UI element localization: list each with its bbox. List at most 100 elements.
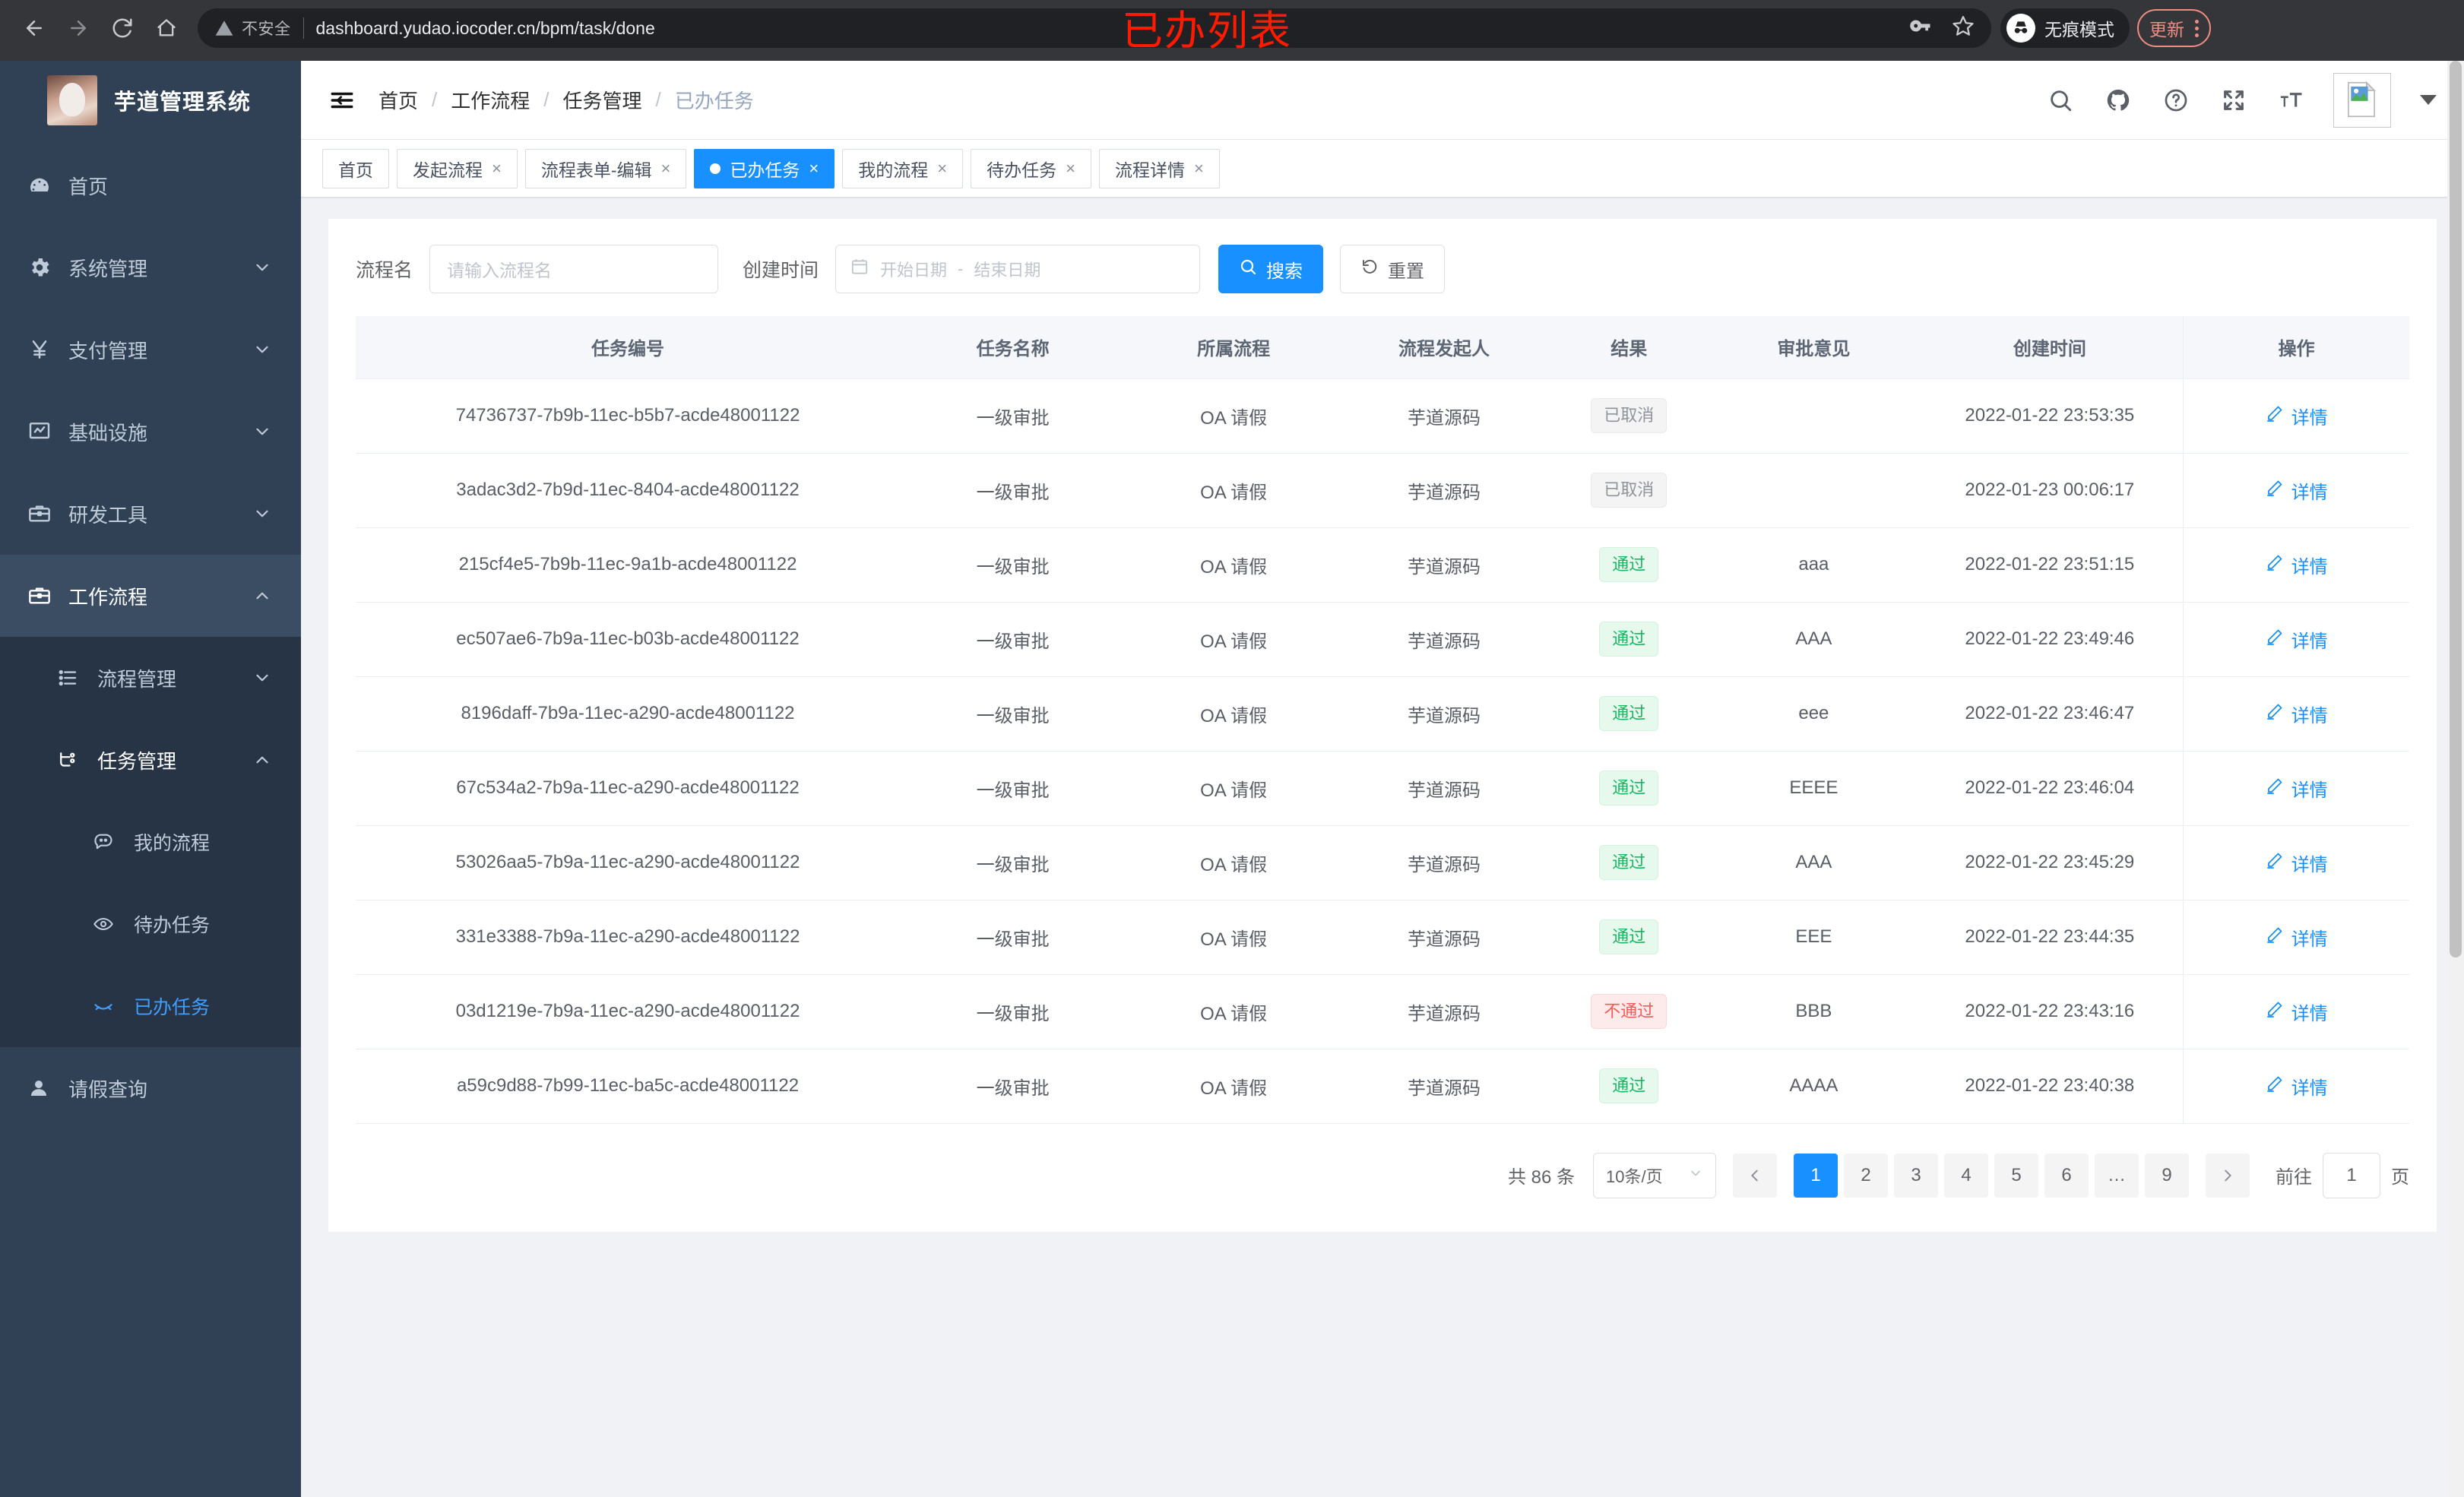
hamburger-icon[interactable] bbox=[325, 84, 359, 117]
topbar-actions bbox=[2044, 72, 2437, 128]
sidebar-item-task-management[interactable]: 任务管理 bbox=[0, 719, 301, 801]
tab-home[interactable]: 首页 bbox=[322, 148, 389, 188]
sidebar-item-process-management[interactable]: 流程管理 bbox=[0, 637, 301, 719]
cell-created-time: 2022-01-22 23:49:46 bbox=[1916, 602, 2184, 677]
table-body: 74736737-7b9b-11ec-b5b7-acde48001122 一级审批… bbox=[356, 378, 2409, 1124]
sidebar-item-workflow[interactable]: 工作流程 bbox=[0, 555, 301, 637]
detail-link[interactable]: 详情 bbox=[2266, 924, 2328, 951]
page-ellipsis[interactable]: … bbox=[2095, 1153, 2139, 1198]
kebab-menu-icon[interactable] bbox=[2195, 19, 2199, 37]
tab-label: 流程表单-编辑 bbox=[540, 160, 652, 180]
cell-initiator: 芋道源码 bbox=[1341, 825, 1547, 900]
tab-close-icon[interactable]: × bbox=[1193, 158, 1204, 178]
reload-icon[interactable] bbox=[102, 8, 143, 49]
sidebar-item-leave-query[interactable]: 请假查询 bbox=[0, 1047, 301, 1129]
page-number-button[interactable]: 3 bbox=[1894, 1153, 1938, 1198]
tab-process-detail[interactable]: 流程详情 × bbox=[1098, 148, 1220, 188]
incognito-indicator[interactable]: 无痕模式 bbox=[2000, 8, 2130, 48]
breadcrumb-item-1[interactable]: 工作流程 bbox=[451, 90, 530, 112]
page-number-button[interactable]: 1 bbox=[1794, 1153, 1838, 1198]
forward-icon[interactable] bbox=[58, 8, 99, 49]
brand-avatar-icon bbox=[47, 75, 97, 125]
sidebar-item-todo-task[interactable]: 待办任务 bbox=[0, 883, 301, 965]
page-number-button[interactable]: 5 bbox=[1994, 1153, 2038, 1198]
avatar[interactable] bbox=[2333, 72, 2391, 128]
tab-start-process[interactable]: 发起流程 × bbox=[397, 148, 518, 188]
sidebar-item-label: 已办任务 bbox=[134, 997, 211, 1018]
sidebar-item-my-process[interactable]: 我的流程 bbox=[0, 801, 301, 883]
sidebar-item-label: 待办任务 bbox=[134, 915, 211, 936]
list-icon bbox=[56, 666, 97, 689]
table-row: 3adac3d2-7b9d-11ec-8404-acde48001122 一级审批… bbox=[356, 453, 2409, 528]
tab-close-icon[interactable]: × bbox=[660, 158, 671, 178]
reset-button[interactable]: 重置 bbox=[1340, 245, 1446, 293]
tab-process-form-edit[interactable]: 流程表单-编辑 × bbox=[524, 148, 687, 188]
sidebar-item-payment[interactable]: 支付管理 bbox=[0, 309, 301, 391]
breadcrumb-item-0[interactable]: 首页 bbox=[378, 90, 419, 112]
detail-link[interactable]: 详情 bbox=[2266, 477, 2328, 504]
cell-result: 已取消 bbox=[1547, 378, 1712, 454]
start-date-placeholder: 开始日期 bbox=[880, 261, 948, 280]
fullscreen-icon[interactable] bbox=[2218, 84, 2250, 116]
detail-link[interactable]: 详情 bbox=[2266, 403, 2328, 429]
chevron-down-icon bbox=[252, 340, 272, 359]
tab-close-icon[interactable]: × bbox=[937, 158, 948, 178]
sidebar-logo[interactable]: 芋道管理系统 bbox=[0, 61, 301, 140]
page-size-select[interactable]: 10条/页 bbox=[1593, 1152, 1716, 1198]
back-icon[interactable] bbox=[14, 8, 55, 49]
sidebar-item-home[interactable]: 首页 bbox=[0, 144, 301, 226]
search-button[interactable]: 搜索 bbox=[1218, 245, 1324, 293]
jump-page-input[interactable]: 1 bbox=[2323, 1152, 2380, 1198]
next-page-button[interactable] bbox=[2206, 1153, 2250, 1198]
help-icon[interactable] bbox=[2160, 84, 2192, 116]
page-number-button[interactable]: 6 bbox=[2044, 1153, 2089, 1198]
tab-close-icon[interactable]: × bbox=[1066, 158, 1075, 178]
sidebar-item-devtools[interactable]: 研发工具 bbox=[0, 473, 301, 555]
cell-operation: 详情 bbox=[2183, 527, 2409, 603]
page-number-button[interactable]: 2 bbox=[1844, 1153, 1888, 1198]
address-bar[interactable]: 不安全 dashboard.yudao.iocoder.cn/bpm/task/… bbox=[198, 8, 1991, 48]
update-button[interactable]: 更新 bbox=[2137, 9, 2211, 47]
detail-link[interactable]: 详情 bbox=[2266, 552, 2328, 578]
detail-link[interactable]: 详情 bbox=[2266, 999, 2328, 1025]
breadcrumb-item-2[interactable]: 任务管理 bbox=[562, 90, 642, 112]
cell-process: OA 请假 bbox=[1126, 974, 1341, 1049]
home-icon[interactable] bbox=[146, 8, 187, 49]
key-icon[interactable] bbox=[1909, 14, 1932, 42]
detail-link[interactable]: 详情 bbox=[2266, 775, 2328, 802]
status-badge: 通过 bbox=[1599, 1068, 1659, 1103]
table-row: 215cf4e5-7b9b-11ec-9a1b-acde48001122 一级审批… bbox=[356, 527, 2409, 603]
detail-link[interactable]: 详情 bbox=[2266, 850, 2328, 876]
process-name-input[interactable]: 请输入流程名 bbox=[429, 245, 719, 293]
tab-close-icon[interactable]: × bbox=[492, 158, 502, 178]
detail-link[interactable]: 详情 bbox=[2266, 1073, 2328, 1100]
page-number-button[interactable]: 9 bbox=[2145, 1153, 2189, 1198]
sidebar-item-system[interactable]: 系统管理 bbox=[0, 226, 301, 309]
detail-link[interactable]: 详情 bbox=[2266, 701, 2328, 727]
cell-created-time: 2022-01-22 23:43:16 bbox=[1916, 974, 2184, 1049]
create-time-range-picker[interactable]: 开始日期 - 结束日期 bbox=[835, 245, 1201, 293]
sidebar-item-infrastructure[interactable]: 基础设施 bbox=[0, 391, 301, 473]
font-size-icon[interactable] bbox=[2276, 84, 2307, 116]
table-row: 53026aa5-7b9a-11ec-a290-acde48001122 一级审批… bbox=[356, 825, 2409, 900]
scrollbar-thumb[interactable] bbox=[2450, 61, 2462, 957]
tab-close-icon[interactable]: × bbox=[809, 158, 819, 178]
edit-icon bbox=[2266, 851, 2284, 875]
filter-bar: 流程名 请输入流程名 创建时间 开始日期 - 结束日期 bbox=[356, 245, 2409, 316]
tab-todo-task[interactable]: 待办任务 × bbox=[971, 148, 1091, 188]
page-scrollbar[interactable] bbox=[2447, 61, 2464, 1497]
cell-task-name: 一级审批 bbox=[900, 751, 1126, 826]
prev-page-button[interactable] bbox=[1733, 1153, 1777, 1198]
search-icon[interactable] bbox=[2044, 84, 2076, 116]
cell-process: OA 请假 bbox=[1126, 676, 1341, 752]
sidebar-item-done-task[interactable]: 已办任务 bbox=[0, 965, 301, 1047]
chevron-down-icon[interactable] bbox=[2420, 95, 2437, 105]
page-number-button[interactable]: 4 bbox=[1944, 1153, 1988, 1198]
tab-my-process[interactable]: 我的流程 × bbox=[842, 148, 964, 188]
bookmark-star-icon[interactable] bbox=[1952, 14, 1975, 42]
tab-done-task[interactable]: 已办任务 × bbox=[694, 148, 835, 188]
cell-created-time: 2022-01-22 23:46:04 bbox=[1916, 751, 2184, 826]
detail-link[interactable]: 详情 bbox=[2266, 626, 2328, 653]
cell-opinion: AAA bbox=[1711, 602, 1917, 677]
github-icon[interactable] bbox=[2102, 84, 2134, 116]
